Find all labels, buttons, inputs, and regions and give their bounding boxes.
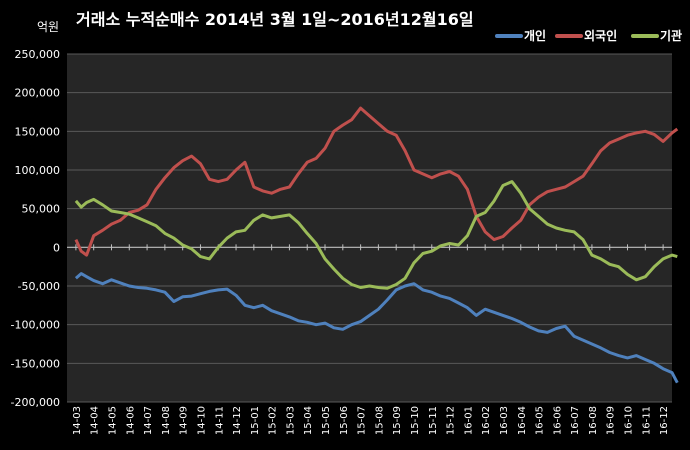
x-tick-label: 14-12 bbox=[232, 406, 243, 435]
x-tick-label: 16-08 bbox=[588, 406, 599, 435]
x-tick-label: 16-11 bbox=[641, 406, 652, 435]
y-axis-label: 억원 bbox=[37, 20, 59, 34]
x-tick-label: 16-06 bbox=[552, 406, 563, 435]
x-tick-label: 15-09 bbox=[392, 406, 403, 435]
y-axis-ticks: 250,000 200,000 150,000 100,000 50,000 0 -50,0… bbox=[11, 48, 60, 409]
y-tick-label: 200,000 bbox=[15, 87, 61, 100]
x-tick-label: 14-07 bbox=[143, 406, 154, 435]
x-tick-label: 15-07 bbox=[357, 406, 368, 435]
series-lines bbox=[74, 106, 679, 384]
series-line bbox=[74, 106, 679, 257]
legend: 개인 외국인 기관 bbox=[495, 28, 682, 43]
x-tick-label: 15-10 bbox=[410, 406, 421, 435]
y-tick-label: -200,000 bbox=[11, 396, 60, 409]
y-tick-label: -150,000 bbox=[11, 357, 60, 370]
x-tick-label: 16-02 bbox=[481, 406, 492, 435]
x-tick-label: 14-08 bbox=[161, 406, 172, 435]
legend-label: 개인 bbox=[524, 28, 546, 43]
plot-area bbox=[67, 54, 672, 402]
x-tick-label: 14-09 bbox=[179, 406, 190, 435]
x-tick-label: 15-12 bbox=[446, 406, 457, 435]
y-tick-label: -50,000 bbox=[18, 280, 60, 293]
x-tick-label: 16-04 bbox=[517, 406, 528, 435]
x-tick-label: 15-05 bbox=[321, 406, 332, 435]
x-tick-label: 14-04 bbox=[90, 406, 101, 435]
x-tick-label: 15-11 bbox=[428, 406, 439, 435]
x-tick-label: 15-06 bbox=[339, 406, 350, 435]
chart-title: 거래소 누적순매수 2014년 3월 1일~2016년12월16일 bbox=[76, 10, 474, 29]
legend-label: 기관 bbox=[660, 28, 682, 43]
x-tick-label: 14-10 bbox=[196, 406, 207, 435]
x-tick-label: 14-11 bbox=[214, 406, 225, 435]
y-tick-label: 150,000 bbox=[15, 125, 61, 138]
x-tick-label: 16-10 bbox=[624, 406, 635, 435]
series-line bbox=[74, 180, 678, 290]
x-tick-label: 16-07 bbox=[570, 406, 581, 435]
x-tick-label: 15-02 bbox=[268, 406, 279, 435]
y-tick-label: -100,000 bbox=[11, 319, 60, 332]
series-line bbox=[74, 272, 679, 384]
y-tick-label: 50,000 bbox=[22, 203, 61, 216]
legend-label: 외국인 bbox=[584, 28, 617, 43]
x-tick-label: 16-12 bbox=[659, 406, 670, 435]
x-tick-label: 16-09 bbox=[606, 406, 617, 435]
x-tick-label: 14-03 bbox=[72, 406, 83, 435]
x-tick-label: 16-01 bbox=[463, 406, 474, 435]
x-tick-label: 16-05 bbox=[535, 406, 546, 435]
x-tick-label: 15-04 bbox=[303, 406, 314, 435]
x-tick-label: 14-05 bbox=[107, 406, 118, 435]
y-tick-label: 250,000 bbox=[15, 48, 61, 61]
x-tick-label: 16-03 bbox=[499, 406, 510, 435]
y-tick-label: 100,000 bbox=[15, 164, 61, 177]
x-tick-label: 15-03 bbox=[285, 406, 296, 435]
x-tick-label: 15-01 bbox=[250, 406, 261, 435]
gridlines bbox=[67, 53, 672, 403]
x-tick-label: 15-08 bbox=[374, 406, 385, 435]
y-tick-label: 0 bbox=[53, 241, 60, 254]
x-axis-ticks: 14-03 14-04 14-05 14-06 14-07 14-08 14-09 14-10… bbox=[72, 244, 670, 435]
x-tick-label: 14-06 bbox=[125, 406, 136, 435]
